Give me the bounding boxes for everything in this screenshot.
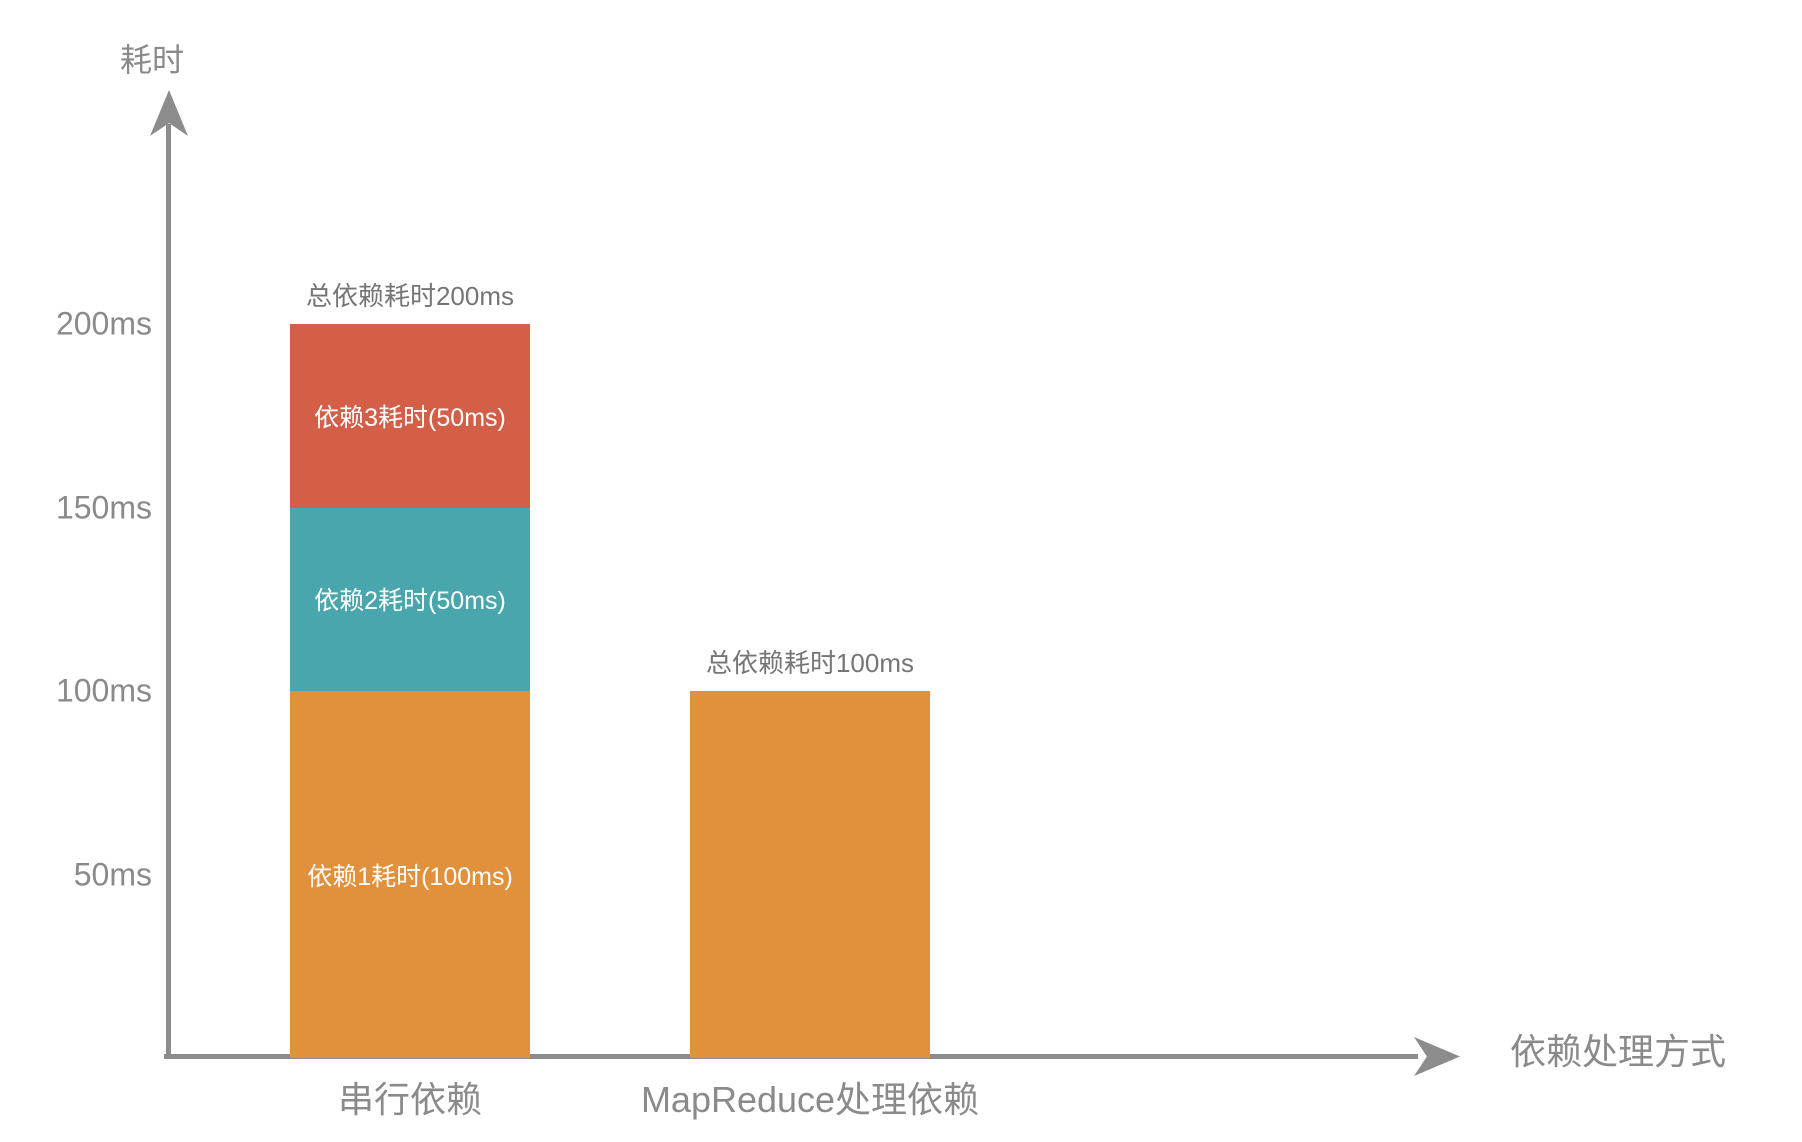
y-tick-label: 150ms (55, 489, 152, 525)
bar-segment-label: 依赖3耗时(50ms) (314, 403, 506, 432)
y-tick-label: 100ms (55, 672, 152, 709)
bar-segment: 依赖3耗时(50ms) (290, 324, 530, 508)
bar-segment (690, 691, 930, 1058)
y-axis-line (166, 124, 171, 1059)
y-tick-label: 50ms (73, 856, 152, 892)
x-axis-title: 依赖处理方式 (1509, 1031, 1727, 1072)
bar-total-annotation: 总依赖耗时200ms (305, 281, 515, 311)
bar-segment: 依赖2耗时(50ms) (290, 507, 530, 691)
bar-segment-label: 依赖1耗时(100ms) (307, 862, 513, 891)
x-category-label: MapReduce处理依赖 (640, 1079, 980, 1120)
x-axis-arrow-icon (1414, 1037, 1460, 1076)
bar-total-annotation: 总依赖耗时100ms (705, 648, 915, 678)
y-tick-label: 200ms (55, 305, 152, 342)
bar-segment-label: 依赖2耗时(50ms) (314, 587, 506, 616)
x-category-label: 串行依赖 (337, 1079, 483, 1120)
bar-segment: 依赖1耗时(100ms) (290, 691, 530, 1058)
y-axis-title: 耗时 (119, 42, 185, 78)
